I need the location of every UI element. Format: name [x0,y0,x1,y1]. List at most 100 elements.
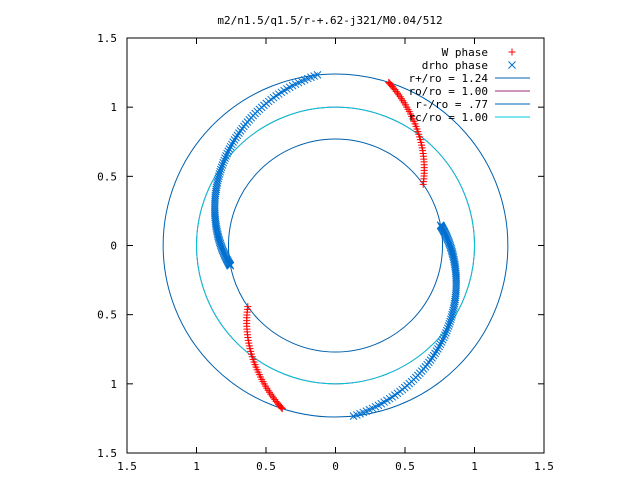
drho-phase-point [449,304,458,312]
chart-title: m2/n1.5/q1.5/r-+.62-j321/M0.04/512 [217,14,442,27]
drho-phase-point [446,317,454,326]
x-tick-label: 1.5 [534,460,554,473]
drho-phase-point [227,140,236,149]
drho-phase-point [223,149,231,158]
w-phase-point [271,396,279,404]
drho-phase-point [449,306,458,315]
reference-circle [227,138,444,353]
y-tick-label: 1 [110,101,117,114]
drho-phase-point [438,335,447,344]
x-tick-label: 1.5 [117,460,137,473]
x-tick-label: 1 [471,460,478,473]
legend-label: r-/ro = .77 [415,98,488,111]
w-phase-point [392,87,400,95]
drho-phase-point [221,154,229,162]
drho-phase-point [441,331,449,340]
drho-phase-point [215,235,223,244]
w-phase-point [419,180,427,188]
drho-phase-point [442,329,450,337]
drho-phase-point [448,249,457,257]
drho-phase-point [508,61,516,69]
drho-phase-point [213,179,222,187]
y-tick-label: 0 [110,240,117,253]
drho-phase-point [214,234,223,242]
drho-phase-point [448,247,456,256]
drho-phase-point [446,241,455,250]
drho-phase-point [219,158,228,167]
drho-phase-point [215,170,224,178]
legend-label: ro/ro = 1.00 [409,85,488,98]
drho-phase-point [215,237,224,245]
legend-label: r+/ro = 1.24 [409,72,489,85]
x-tick-label: 0 [332,460,339,473]
y-tick-label: 1 [110,378,117,391]
drho-phase-point [220,156,228,165]
drho-phase-point [447,244,455,253]
reference-circle [196,106,475,385]
drho-phase-point [429,351,438,360]
drho-phase-point [452,277,461,285]
drho-phase-point [440,333,448,342]
drho-phase-point [213,176,222,185]
drho-phase-point [443,324,452,333]
w-phase-point [393,89,401,97]
drho-phase-point [214,232,223,241]
drho-phase-point [217,163,226,172]
x-tick-label: 0.5 [256,460,276,473]
drho-phase-point [449,252,458,261]
drho-phase-point [435,342,444,351]
w-phase-point [244,303,252,311]
drho-phase-point [434,345,442,353]
drho-phase-point [222,151,230,160]
legend-label: rc/ro = 1.00 [409,111,488,124]
w-phase-point [270,394,278,402]
drho-phase-point [216,239,225,248]
drho-phase-point [218,246,227,255]
drho-phase-point [432,347,441,355]
phase-markers [210,48,516,420]
drho-phase-point [447,313,456,321]
drho-phase-point [216,238,224,247]
y-tick-label: 1.5 [97,32,117,45]
y-tick-label: 1.5 [97,447,117,460]
x-tick-label: 1 [193,460,200,473]
drho-phase-point [445,240,454,249]
drho-phase-point [218,161,227,169]
legend-label: W phase [442,46,488,59]
drho-phase-point [437,338,446,346]
w-phase-point [508,48,516,56]
drho-phase-point [444,236,453,245]
drho-phase-point [445,319,454,328]
drho-phase-point [214,174,223,183]
legend-label: drho phase [422,59,488,72]
x-tick-label: 0.5 [395,460,415,473]
drho-phase-point [225,145,234,153]
drho-phase-point [216,241,225,250]
drho-phase-point [443,326,451,335]
y-tick-label: 0.5 [97,170,117,183]
drho-phase-point [226,142,235,151]
drho-phase-point [445,239,454,247]
reference-circle [196,106,475,385]
drho-phase-point [349,412,358,420]
drho-phase-point [217,165,225,174]
drho-phase-point [224,147,233,156]
drho-phase-point [436,340,445,349]
drho-phase-point [448,308,457,317]
drho-phase-point [217,242,226,251]
drho-phase-point [218,245,227,254]
reference-circle [162,73,509,418]
drho-phase-point [230,136,239,144]
reference-circles [162,73,509,418]
drho-phase-point [444,237,453,246]
drho-phase-point [233,131,242,140]
axes: 1.5 1 0.5 0 0.5 1 1.51.510.500.511.5 [97,32,554,473]
drho-phase-point [448,310,456,319]
drho-phase-point [229,138,237,146]
drho-phase-point [313,71,322,79]
drho-phase-point [215,172,223,181]
drho-phase-point [446,243,455,252]
drho-phase-point [448,250,457,259]
